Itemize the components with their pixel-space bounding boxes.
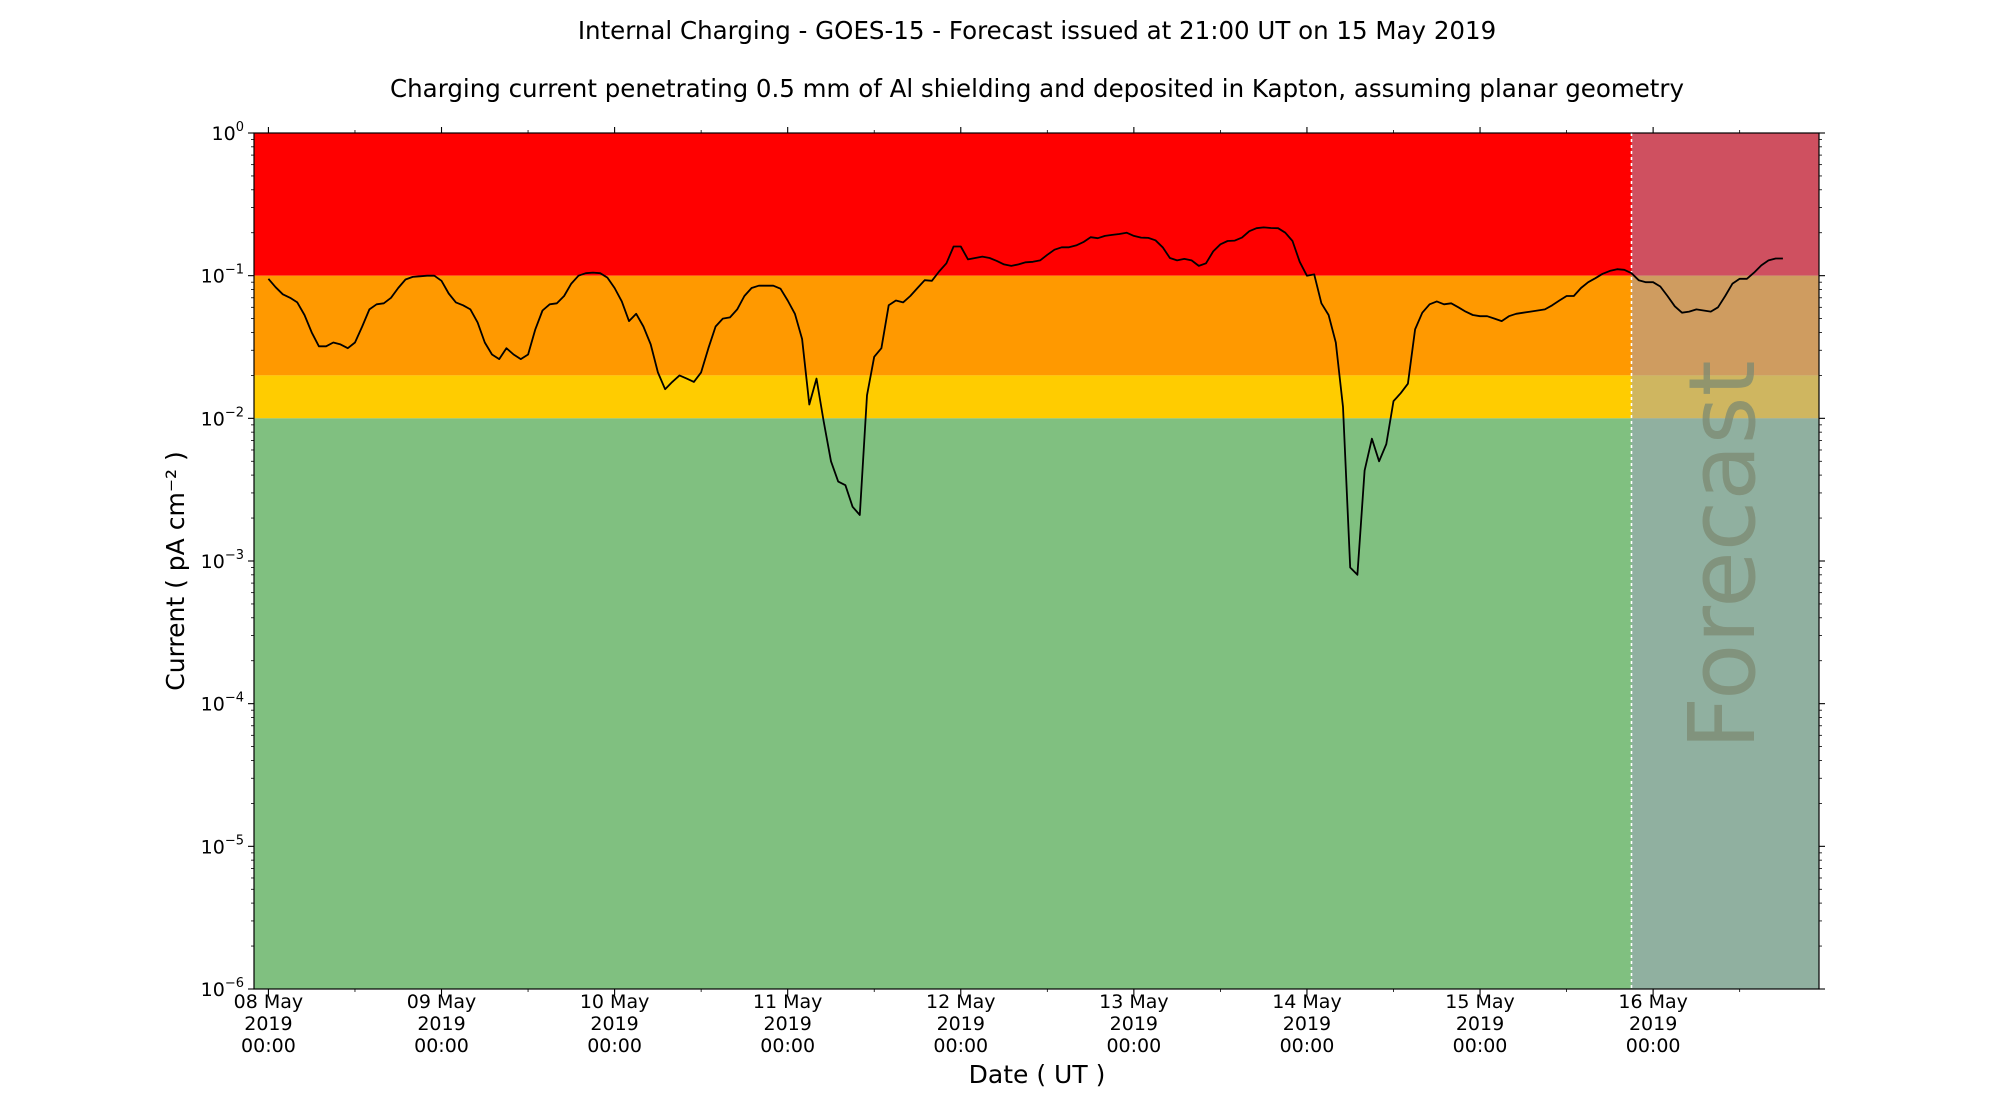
x-tick-label: 2019 bbox=[417, 1013, 465, 1035]
x-tick-label: 08 May bbox=[234, 991, 304, 1013]
forecast-region: Forecast bbox=[1630, 133, 1819, 989]
x-tick-label: 00:00 bbox=[760, 1035, 815, 1057]
x-tick-label: 00:00 bbox=[587, 1035, 642, 1057]
series-line-0 bbox=[267, 226, 1783, 576]
x-tick-label: 11 May bbox=[753, 991, 823, 1013]
forecast-label: Forecast bbox=[1669, 360, 1776, 749]
x-tick-label: 2019 bbox=[1283, 1013, 1331, 1035]
x-tick-label: 2019 bbox=[1629, 1013, 1677, 1035]
risk-band-0 bbox=[254, 133, 1819, 276]
x-axis-label: Date ( UT ) bbox=[969, 1060, 1106, 1089]
chart-title: Internal Charging - GOES-15 - Forecast i… bbox=[578, 16, 1496, 45]
risk-bands bbox=[254, 133, 1819, 989]
x-tick-label: 00:00 bbox=[1280, 1035, 1335, 1057]
x-tick-label: 00:00 bbox=[933, 1035, 988, 1057]
x-tick-label: 2019 bbox=[764, 1013, 812, 1035]
y-tick-label: 10−6 bbox=[201, 976, 244, 1001]
y-tick-label: 10−5 bbox=[201, 833, 244, 858]
y-tick-label: 10−3 bbox=[201, 548, 244, 573]
x-tick-label: 15 May bbox=[1445, 991, 1515, 1013]
x-tick-label: 13 May bbox=[1099, 991, 1169, 1013]
x-tick-label: 00:00 bbox=[241, 1035, 296, 1057]
series-layer bbox=[267, 226, 1783, 576]
y-axis-label: Current ( pA cm⁻² ) bbox=[161, 451, 190, 690]
risk-band-1 bbox=[254, 275, 1819, 376]
y-tick-label: 10−4 bbox=[201, 691, 244, 716]
x-tick-label: 10 May bbox=[580, 991, 650, 1013]
x-tick-label: 2019 bbox=[937, 1013, 985, 1035]
x-tick-label: 00:00 bbox=[1453, 1035, 1508, 1057]
risk-band-2 bbox=[254, 375, 1819, 419]
x-tick-label: 00:00 bbox=[414, 1035, 469, 1057]
y-tick-label: 10−1 bbox=[201, 263, 244, 288]
risk-band-3 bbox=[254, 418, 1819, 989]
x-tick-label: 16 May bbox=[1618, 991, 1688, 1013]
y-tick-label: 10−2 bbox=[201, 405, 244, 430]
x-tick-label: 00:00 bbox=[1626, 1035, 1681, 1057]
y-tick-label: 100 bbox=[212, 120, 244, 145]
chart-subtitle: Charging current penetrating 0.5 mm of A… bbox=[390, 74, 1684, 103]
x-tick-label: 2019 bbox=[244, 1013, 292, 1035]
forecast-overlay bbox=[1631, 133, 1819, 989]
x-tick-label: 00:00 bbox=[1106, 1035, 1161, 1057]
x-tick-label: 2019 bbox=[1456, 1013, 1504, 1035]
x-tick-label: 09 May bbox=[407, 991, 477, 1013]
x-tick-label: 12 May bbox=[926, 991, 996, 1013]
x-tick-label: 14 May bbox=[1272, 991, 1342, 1013]
x-tick-label: 2019 bbox=[590, 1013, 638, 1035]
x-tick-label: 2019 bbox=[1110, 1013, 1158, 1035]
